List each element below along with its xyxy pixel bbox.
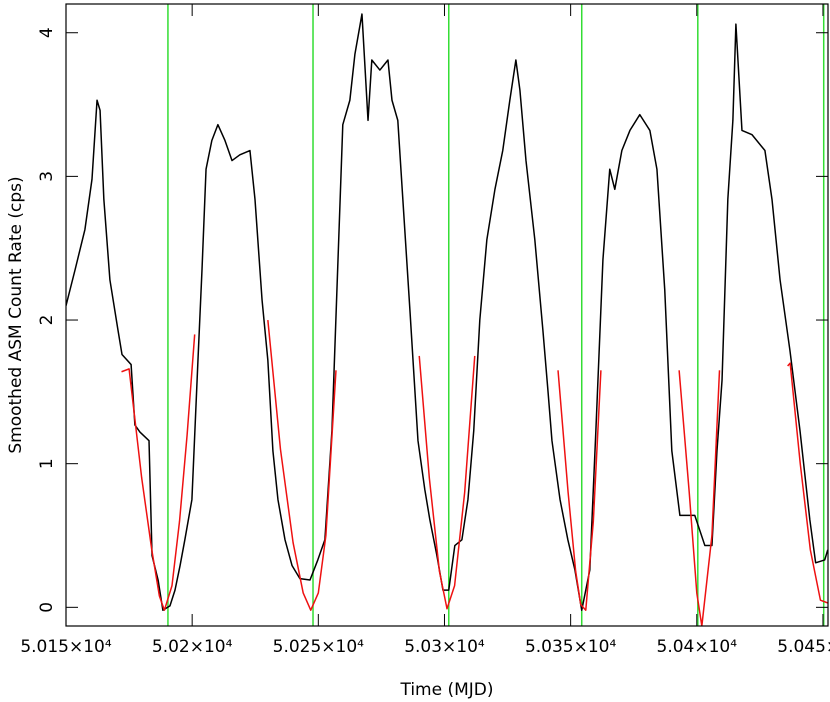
y-tick-label: 3 [37, 171, 57, 182]
x-tick-label: 5.03×10⁴ [404, 637, 485, 657]
data-line [121, 319, 828, 626]
y-tick-label: 0 [37, 602, 57, 613]
x-axis-label: Time (MJD) [399, 680, 493, 700]
x-tick-label: 5.035×10⁴ [525, 637, 617, 657]
y-axis-label: Smoothed ASM Count Rate (cps) [6, 176, 26, 453]
plot-frame [65, 3, 829, 627]
data-line [66, 13, 828, 611]
y-tick-label: 4 [37, 27, 57, 38]
x-tick-label: 5.025×10⁴ [273, 637, 365, 657]
x-tick-label: 5.02×10⁴ [152, 637, 233, 657]
x-tick-label: 5.045×10⁴ [777, 637, 830, 657]
x-tick-label: 5.015×10⁴ [20, 637, 112, 657]
y-tick-label: 2 [37, 315, 57, 326]
plot-area [66, 4, 828, 626]
y-tick-label: 1 [37, 458, 57, 469]
x-tick-label: 5.04×10⁴ [657, 637, 738, 657]
